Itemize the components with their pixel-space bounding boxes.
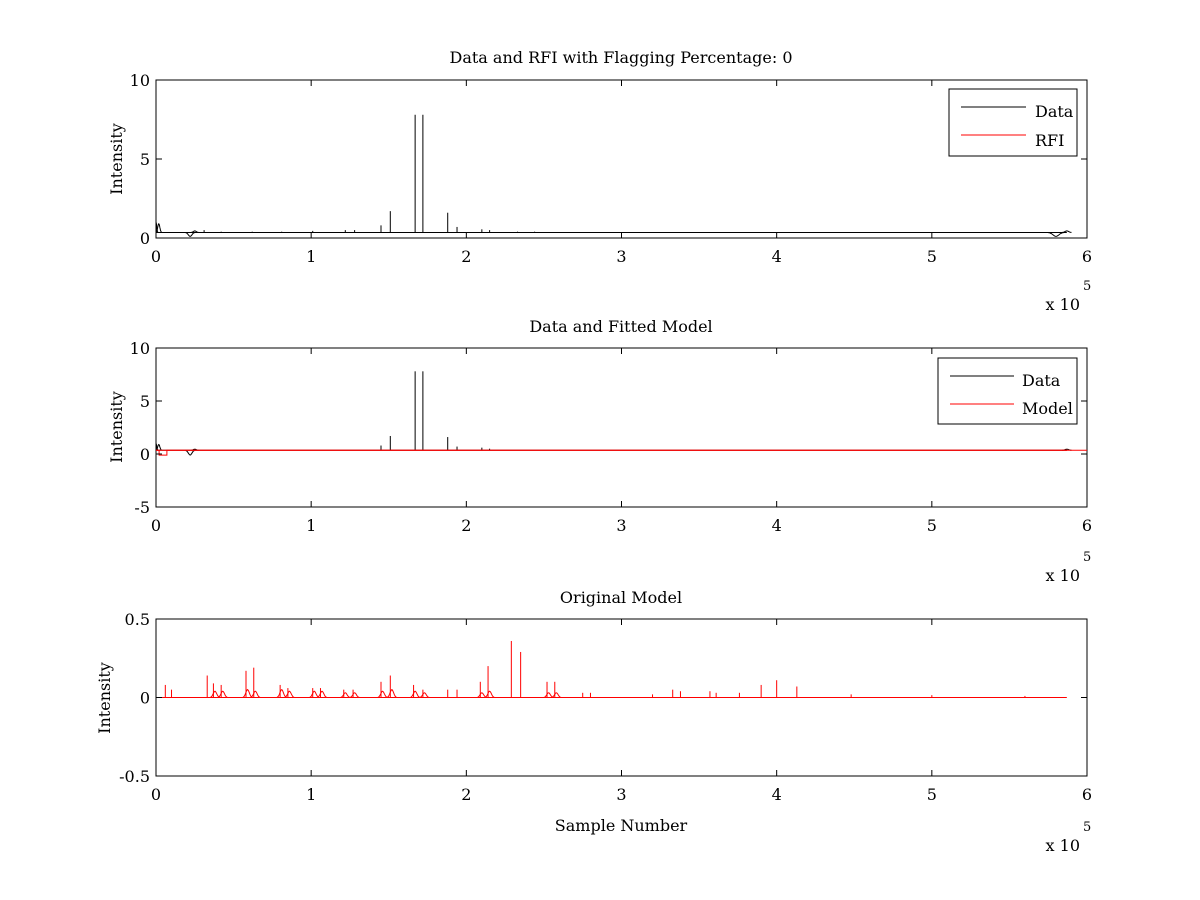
- x-tick-label: 6: [1082, 785, 1092, 804]
- bump: [340, 692, 351, 698]
- bump: [210, 690, 220, 698]
- chart-title: Original Model: [560, 588, 682, 607]
- bump: [250, 690, 261, 698]
- x-multiplier-exponent: 5: [1083, 550, 1091, 565]
- y-tick-label: 5: [140, 392, 150, 411]
- axis-ticks: 0 1 2 3 4 5 6 0 5 10: [130, 71, 1092, 266]
- bump: [317, 690, 327, 698]
- x-multiplier: x 10: [1046, 295, 1080, 314]
- x-tick-label: 1: [306, 516, 316, 535]
- y-tick-label: 10: [130, 71, 150, 90]
- bump: [276, 688, 287, 698]
- bump: [477, 692, 487, 698]
- bump: [419, 692, 430, 698]
- y-axis-label: Intensity: [107, 123, 126, 195]
- bump: [386, 688, 397, 698]
- x-multiplier-exponent: 5: [1083, 820, 1091, 835]
- bump: [185, 232, 195, 237]
- series-model: [156, 449, 1087, 456]
- x-tick-label: 2: [461, 516, 471, 535]
- y-tick-label: 0: [140, 445, 150, 464]
- series-curves: [155, 371, 1087, 456]
- series-model: [156, 640, 1067, 698]
- chart-title: Data and RFI with Flagging Percentage: 0: [449, 48, 792, 67]
- y-axis-label: Intensity: [95, 662, 114, 734]
- x-tick-label: 2: [461, 247, 471, 266]
- series-data: [155, 114, 1072, 237]
- x-tick-label: 4: [772, 785, 782, 804]
- legend-label-data: Data: [1022, 371, 1061, 390]
- chart-title: Data and Fitted Model: [529, 317, 712, 336]
- legend-label-rfi: RFI: [1035, 131, 1064, 150]
- x-tick-label: 1: [306, 785, 316, 804]
- bump: [484, 690, 495, 698]
- bump: [185, 449, 195, 456]
- x-tick-label: 0: [151, 247, 161, 266]
- y-tick-label: -0.5: [119, 767, 150, 786]
- bump: [191, 230, 199, 233]
- y-tick-label: 10: [130, 339, 150, 358]
- x-tick-label: 6: [1082, 247, 1092, 266]
- axis-ticks: 0 1 2 3 4 5 6-0.500.5: [119, 610, 1092, 804]
- legend: Data Model: [937, 357, 1078, 425]
- segment: [156, 449, 1087, 456]
- x-tick-label: 4: [772, 516, 782, 535]
- x-axis-label: Sample Number: [555, 816, 688, 835]
- bump: [309, 690, 320, 698]
- bump: [155, 223, 162, 233]
- bump: [543, 692, 554, 698]
- x-multiplier: x 10: [1046, 566, 1080, 585]
- bump: [551, 692, 562, 698]
- legend-label-data: Data: [1035, 102, 1074, 121]
- x-tick-label: 4: [772, 247, 782, 266]
- bump: [284, 690, 295, 698]
- y-axis-label: Intensity: [107, 391, 126, 463]
- bump: [155, 443, 162, 451]
- bump: [410, 690, 420, 698]
- y-tick-label: 0.5: [125, 610, 150, 629]
- x-tick-label: 5: [927, 247, 937, 266]
- panel-3: 0 1 2 3 4 5 6-0.500.5 Original Model Intensity…: [95, 588, 1092, 855]
- bump: [1062, 230, 1072, 233]
- x-tick-label: 6: [1082, 516, 1092, 535]
- panel-1: 0 1 2 3 4 5 6 0 5 10 Data and RFI with Flagging P…: [107, 48, 1092, 314]
- x-multiplier-exponent: 5: [1083, 279, 1091, 294]
- x-tick-label: 3: [616, 516, 626, 535]
- y-tick-label: -5: [134, 498, 150, 517]
- x-tick-label: 0: [151, 785, 161, 804]
- plot-area: [155, 347, 1088, 508]
- y-tick-label: 0: [140, 689, 150, 708]
- x-tick-label: 5: [927, 516, 937, 535]
- x-tick-label: 5: [927, 785, 937, 804]
- x-tick-label: 2: [461, 785, 471, 804]
- series-curves: [156, 640, 1067, 698]
- y-tick-label: 5: [140, 150, 150, 169]
- plot-area: [155, 79, 1088, 239]
- legend-label-model: Model: [1022, 399, 1073, 418]
- legend: Data RFI: [948, 88, 1078, 157]
- x-tick-label: 3: [616, 785, 626, 804]
- x-tick-label: 3: [616, 247, 626, 266]
- series-curves: [155, 114, 1072, 237]
- legend-box: [937, 357, 1078, 425]
- y-tick-label: 0: [140, 229, 150, 248]
- bump: [1048, 232, 1064, 237]
- bump: [349, 692, 360, 698]
- x-tick-label: 0: [151, 516, 161, 535]
- x-multiplier: x 10: [1046, 836, 1080, 855]
- bump: [377, 690, 388, 698]
- x-tick-label: 1: [306, 247, 316, 266]
- bump: [242, 688, 253, 698]
- legend-box: [948, 88, 1078, 157]
- bump: [217, 690, 228, 698]
